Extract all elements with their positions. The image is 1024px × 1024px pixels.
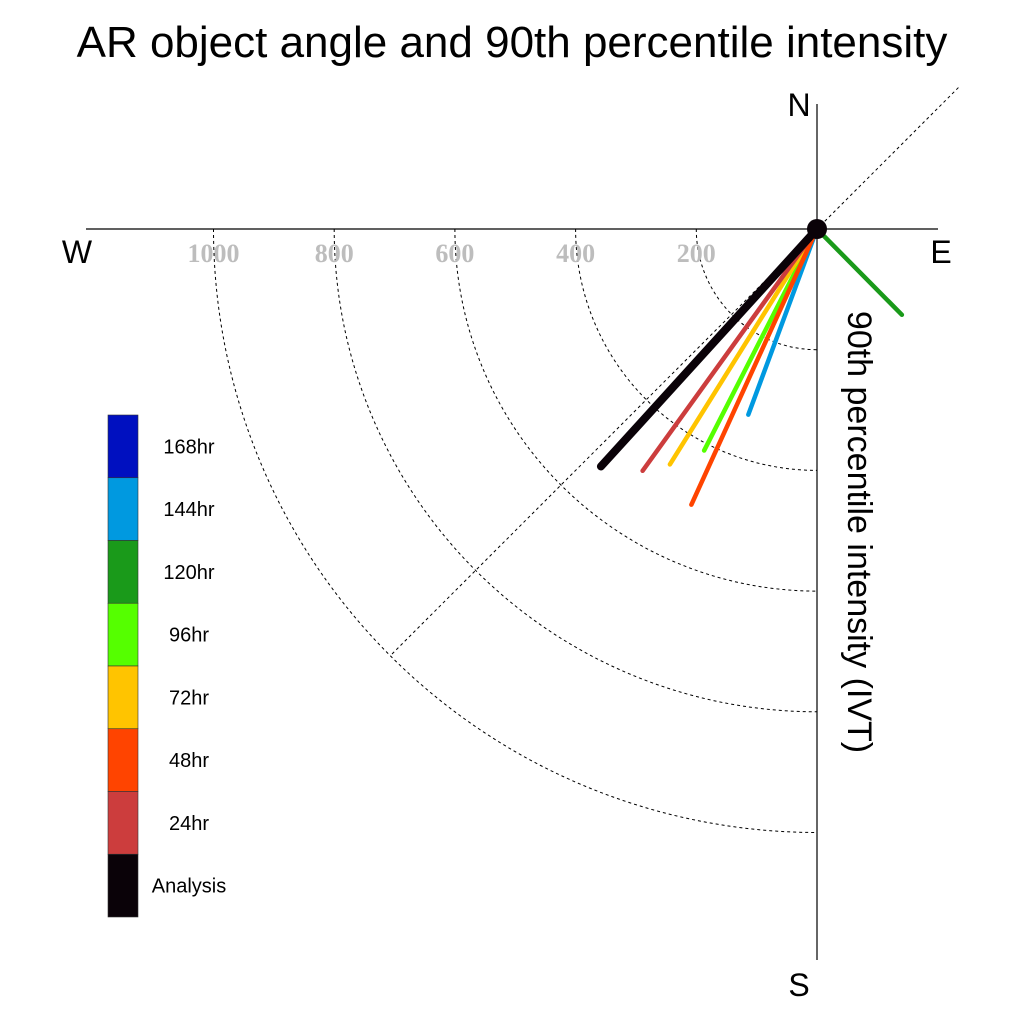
tick-label-1000: 1000 [188, 239, 240, 268]
tick-label-200: 200 [677, 239, 716, 268]
origin-marker [807, 219, 827, 239]
vector-analysis [596, 225, 821, 471]
compass-east: E [930, 234, 951, 270]
legend-swatch-48hr [107, 728, 139, 792]
legend-swatch-168hr [107, 414, 139, 479]
legend-label-120hr: 120hr [163, 562, 214, 584]
legend-swatch-96hr [107, 602, 139, 667]
compass-west: W [62, 234, 93, 270]
grid-arc-400 [575, 228, 818, 471]
legend-label-168hr: 168hr [163, 436, 214, 458]
legend-label-24hr: 24hr [169, 813, 209, 835]
polar-grid [213, 87, 959, 833]
tick-label-800: 800 [315, 239, 354, 268]
legend-label-72hr: 72hr [169, 687, 209, 709]
tick-label-600: 600 [435, 239, 474, 268]
vector-24hr [640, 226, 820, 474]
radial-tick-labels: 200 400 600 800 1000 [188, 239, 716, 268]
legend-label-144hr: 144hr [163, 499, 214, 521]
tick-label-400: 400 [556, 239, 595, 268]
compass-south: S [788, 967, 809, 1003]
legend-swatch-120hr [107, 540, 139, 604]
vector-72hr [667, 226, 820, 467]
grid-arc-1000 [213, 228, 818, 833]
legend-swatch-analysis [107, 853, 139, 918]
vector-144hr [746, 226, 820, 417]
legend-label-96hr: 96hr [169, 625, 209, 647]
compass-axes [86, 104, 938, 960]
legend-label-48hr: 48hr [169, 750, 209, 772]
grid-arc-800 [333, 228, 818, 713]
grid-arc-200 [695, 228, 818, 351]
vector-series [596, 225, 905, 507]
legend: 168hr 144hr 120hr 96hr 72hr 48hr 24hr Analysis [107, 414, 226, 918]
axis-label: 90th percentile intensity (IVT) [840, 311, 878, 753]
legend-swatch-24hr [107, 791, 139, 855]
vector-48hr [689, 226, 820, 507]
vector-120hr [814, 226, 905, 318]
compass-north: N [787, 87, 810, 123]
chart-title: AR object angle and 90th percentile inte… [77, 18, 948, 67]
grid-arc-600 [454, 228, 818, 592]
legend-swatch-72hr [107, 665, 139, 730]
legend-swatch-144hr [107, 477, 139, 541]
grid-diagonal [389, 87, 959, 657]
legend-label-analysis: Analysis [152, 876, 226, 898]
